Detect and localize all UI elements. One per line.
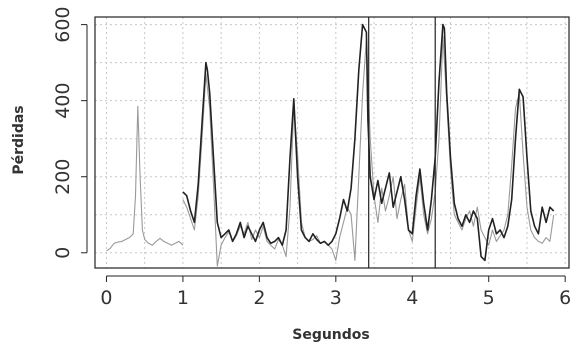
y-tick-label: 400 <box>52 83 74 119</box>
vertical-markers <box>368 17 436 268</box>
plot-frame <box>94 16 570 269</box>
x-axis-title: Segundos <box>292 327 370 343</box>
x-axis: 0 1 2 3 4 5 6 <box>100 275 571 309</box>
y-tick-label: 200 <box>52 159 74 195</box>
series-line-1 <box>106 105 184 252</box>
x-tick-label: 5 <box>483 287 495 309</box>
y-axis: 0 200 400 600 <box>52 6 88 259</box>
series-layer <box>106 23 555 267</box>
grid <box>95 17 569 268</box>
series-line-3 <box>182 23 555 262</box>
y-axis-title: Pérdidas <box>11 105 27 174</box>
x-tick-label: 4 <box>406 287 418 309</box>
x-tick-label: 2 <box>253 287 265 309</box>
x-tick-label: 1 <box>177 287 189 309</box>
x-tick-label: 3 <box>330 287 342 309</box>
y-tick-label: 600 <box>52 6 74 42</box>
x-tick-label: 0 <box>100 287 112 309</box>
x-tick-label: 6 <box>559 287 571 309</box>
y-tick-label: 0 <box>52 247 74 259</box>
